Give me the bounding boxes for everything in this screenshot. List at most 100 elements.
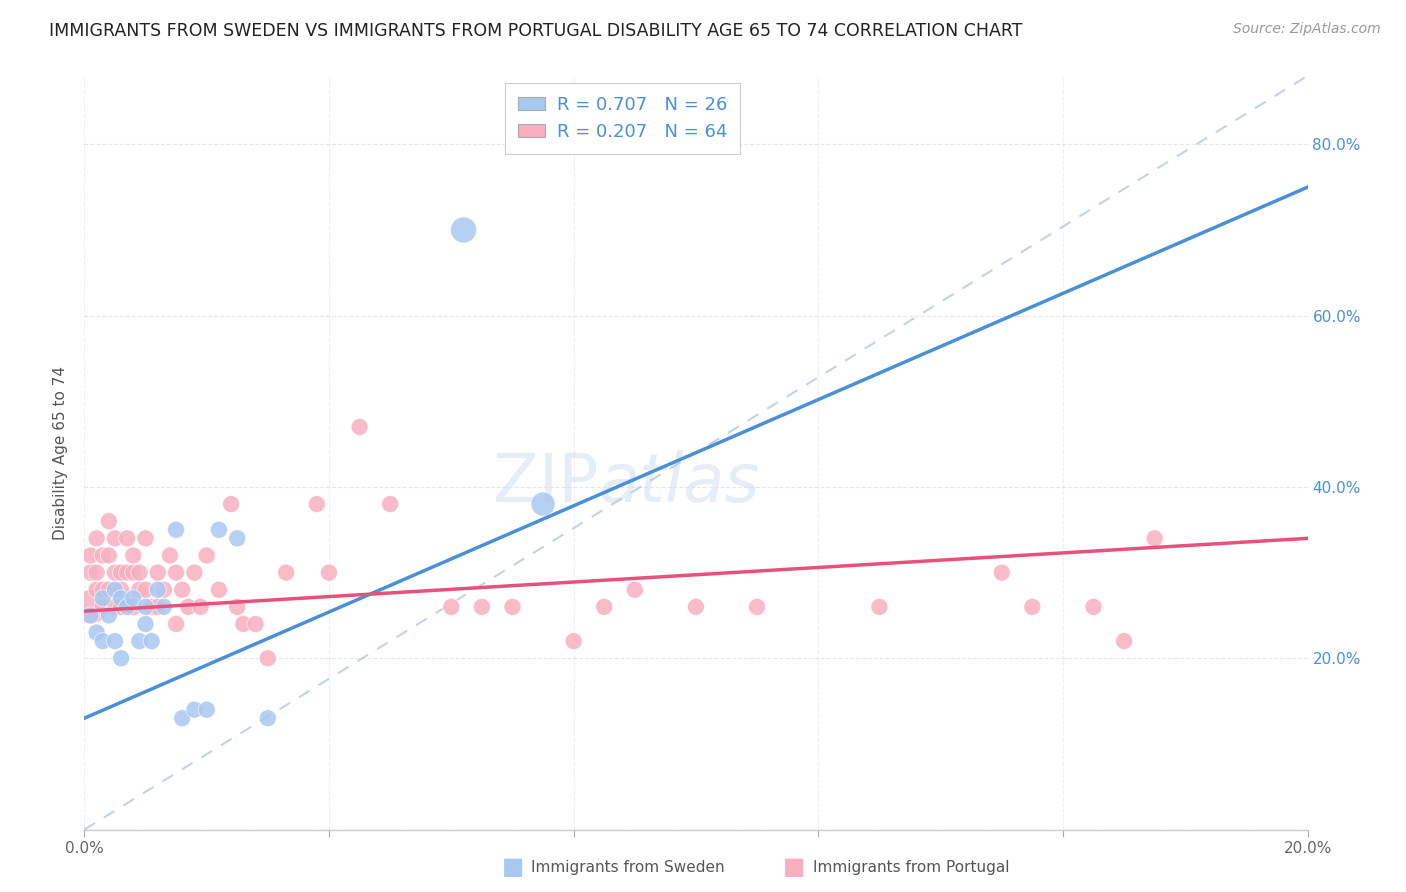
Point <box>1021 599 1043 614</box>
Point <box>115 599 138 614</box>
Point <box>1143 532 1166 546</box>
Point <box>141 634 163 648</box>
Point <box>172 582 194 597</box>
Point <box>104 599 127 614</box>
Point <box>91 591 114 606</box>
Point <box>305 497 328 511</box>
Point <box>380 497 402 511</box>
Point <box>91 582 114 597</box>
Point <box>195 703 218 717</box>
Point <box>747 599 769 614</box>
Point <box>79 599 101 614</box>
Point <box>128 566 150 580</box>
Point <box>110 591 132 606</box>
Point <box>97 608 120 623</box>
Point <box>128 582 150 597</box>
Point <box>453 223 475 237</box>
Point <box>79 549 101 563</box>
Point <box>110 566 132 580</box>
Point <box>153 599 176 614</box>
Point <box>991 566 1014 580</box>
Point <box>177 599 200 614</box>
Point <box>318 566 340 580</box>
Point <box>122 566 145 580</box>
Point <box>226 599 249 614</box>
Point <box>226 532 249 546</box>
Point <box>128 634 150 648</box>
Point <box>115 532 138 546</box>
Point <box>685 599 707 614</box>
Point <box>471 599 494 614</box>
Point <box>159 549 181 563</box>
Point <box>104 566 127 580</box>
Point <box>122 599 145 614</box>
Text: atlas: atlas <box>598 450 759 516</box>
Point <box>165 566 187 580</box>
Point <box>135 532 157 546</box>
Point <box>869 599 891 614</box>
Point <box>531 497 554 511</box>
Point <box>257 651 280 665</box>
Point <box>245 617 267 632</box>
Point <box>1114 634 1136 648</box>
Point <box>172 711 194 725</box>
Point <box>110 599 132 614</box>
Point <box>91 549 114 563</box>
Text: ZIP: ZIP <box>492 450 598 516</box>
Point <box>86 625 108 640</box>
Point <box>624 582 647 597</box>
Point <box>110 651 132 665</box>
Point <box>502 599 524 614</box>
Point <box>110 582 132 597</box>
Point <box>349 420 371 434</box>
Point <box>115 566 138 580</box>
Point <box>232 617 254 632</box>
Point <box>1083 599 1105 614</box>
Point <box>91 599 114 614</box>
Point <box>153 582 176 597</box>
Point <box>104 582 127 597</box>
Point <box>135 582 157 597</box>
Point <box>97 582 120 597</box>
Point <box>195 549 218 563</box>
Text: Immigrants from Portugal: Immigrants from Portugal <box>813 860 1010 874</box>
Point <box>146 599 169 614</box>
Point <box>190 599 212 614</box>
Legend: R = 0.707   N = 26, R = 0.207   N = 64: R = 0.707 N = 26, R = 0.207 N = 64 <box>505 83 741 153</box>
Point <box>165 523 187 537</box>
Point <box>219 497 242 511</box>
Text: ■: ■ <box>783 855 806 879</box>
Text: IMMIGRANTS FROM SWEDEN VS IMMIGRANTS FROM PORTUGAL DISABILITY AGE 65 TO 74 CORRE: IMMIGRANTS FROM SWEDEN VS IMMIGRANTS FRO… <box>49 22 1022 40</box>
Point <box>91 634 114 648</box>
Point <box>208 582 231 597</box>
Point <box>276 566 298 580</box>
Point <box>440 599 463 614</box>
Point <box>183 703 205 717</box>
Point <box>146 566 169 580</box>
Y-axis label: Disability Age 65 to 74: Disability Age 65 to 74 <box>53 366 69 540</box>
Text: Source: ZipAtlas.com: Source: ZipAtlas.com <box>1233 22 1381 37</box>
Point <box>257 711 280 725</box>
Point <box>593 599 616 614</box>
Point <box>79 566 101 580</box>
Point <box>146 582 169 597</box>
Point <box>208 523 231 537</box>
Point <box>135 617 157 632</box>
Text: Immigrants from Sweden: Immigrants from Sweden <box>531 860 725 874</box>
Point <box>141 599 163 614</box>
Point <box>104 532 127 546</box>
Point <box>183 566 205 580</box>
Point <box>165 617 187 632</box>
Point <box>562 634 585 648</box>
Point <box>97 549 120 563</box>
Point <box>135 599 157 614</box>
Point <box>86 582 108 597</box>
Point <box>97 514 120 528</box>
Text: ■: ■ <box>502 855 524 879</box>
Point <box>79 608 101 623</box>
Point <box>86 532 108 546</box>
Point <box>86 566 108 580</box>
Point <box>122 549 145 563</box>
Point <box>122 591 145 606</box>
Point <box>104 634 127 648</box>
